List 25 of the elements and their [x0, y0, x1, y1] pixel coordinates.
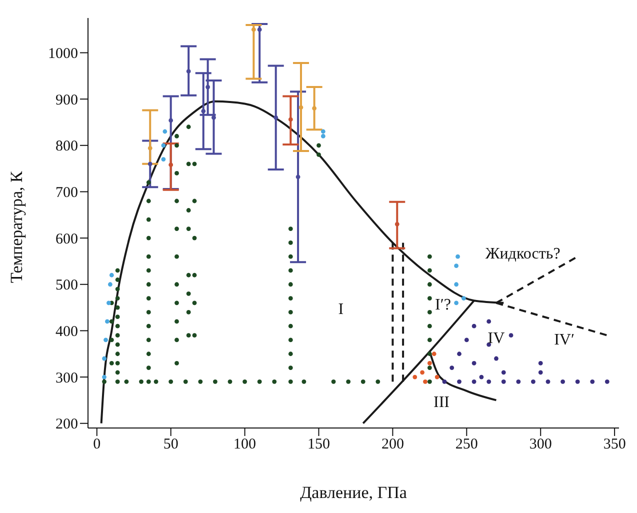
y-tick-label: 700 [56, 185, 78, 202]
y-tick-label: 300 [56, 370, 78, 386]
y-tick-label: 400 [56, 324, 78, 340]
y-tick-label: 900 [56, 92, 78, 108]
y-tick-label: 200 [56, 416, 78, 433]
y-tick-label: 600 [56, 231, 78, 248]
x-tick-label: 350 [603, 436, 626, 453]
x-tick-label: 150 [307, 436, 330, 453]
x-tick-label: 300 [529, 436, 552, 453]
x-axis-title: Давление, ГПа [300, 483, 408, 502]
x-tick-label: 200 [381, 436, 404, 453]
annotation: IV′ [554, 332, 574, 349]
annotation: IV [488, 330, 506, 347]
x-tick-label: 250 [455, 436, 478, 453]
x-tick-label: 100 [234, 436, 256, 453]
y-tick-label: 1000 [48, 46, 78, 62]
annotation: Жидкость? [485, 246, 560, 263]
annotation: I [338, 301, 344, 318]
y-tick-label: 800 [56, 138, 78, 155]
annotation: III [434, 394, 450, 411]
y-tick-label: 500 [56, 278, 78, 294]
x-tick-label: 0 [93, 436, 101, 453]
y-axis-title: Температура, К [7, 170, 26, 283]
x-tick-label: 50 [163, 436, 178, 453]
annotation: I′? [435, 296, 451, 314]
